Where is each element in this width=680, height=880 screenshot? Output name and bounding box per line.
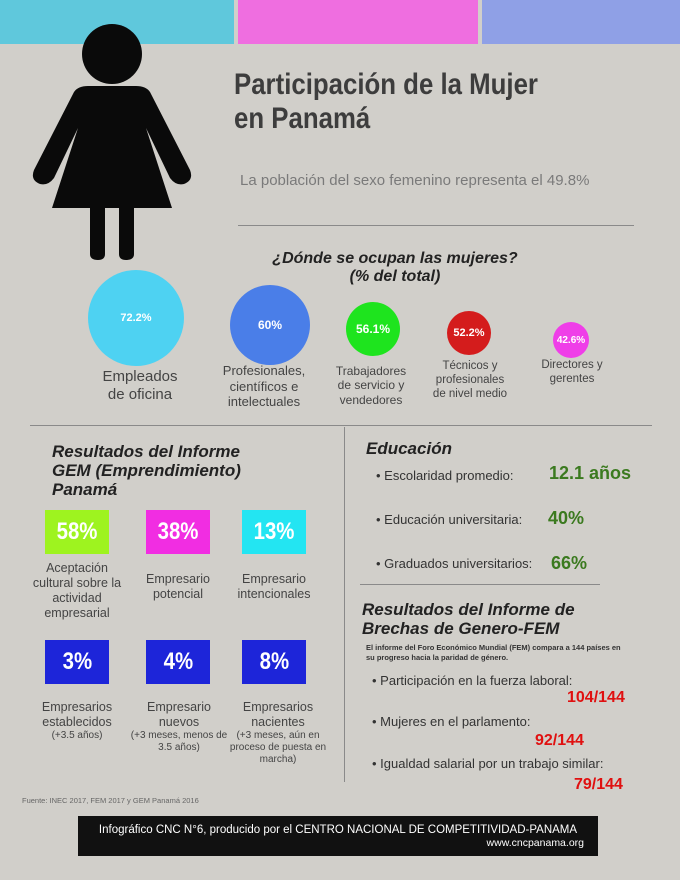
footer-credit: Infográfico CNC N°6, producido por el CE…: [98, 824, 578, 836]
gem-title-line3: Panamá: [52, 480, 118, 499]
occupations-divider: [30, 425, 652, 426]
occupations-title: ¿Dónde se ocupan las mujeres? (% del tot…: [270, 250, 520, 286]
footer-banner: Infográfico CNC N°6, producido por el CE…: [78, 816, 598, 856]
source-note: Fuente: INEC 2017, FEM 2017 y GEM Panamá…: [22, 796, 199, 805]
gem-label-6-main: Empresarios nacientes: [242, 700, 314, 729]
occupation-label-3: Trabajadores de servicio y vendedores: [335, 364, 407, 407]
column-divider: [344, 427, 345, 782]
gem-label-2: Empresario potencial: [146, 572, 210, 601]
fem-title-line2: Brechas de Genero-FEM: [362, 619, 560, 638]
education-value-2: 40%: [548, 508, 585, 528]
page-title: Participación de la Mujer en Panamá: [234, 68, 612, 136]
gem-label-4: Empresarios establecidos (+3.5 años): [30, 700, 124, 742]
gem-value-1: 58%: [56, 518, 98, 545]
gem-label-5: Empresario nuevos (+3 meses, menos de 3.…: [130, 700, 228, 754]
gem-box-1: 58%: [45, 510, 109, 554]
gem-value-3: 13%: [253, 518, 295, 545]
page-subtitle: La población del sexo femenino represent…: [240, 172, 590, 189]
fem-value-2: 92/144: [535, 732, 584, 749]
occupation-label-4: Técnicos y profesionales de nivel medio: [432, 360, 508, 400]
education-item-3: • Graduados universitarios:: [376, 556, 533, 571]
gem-label-3: Empresario intencionales: [237, 572, 311, 601]
gem-box-3: 13%: [242, 510, 306, 554]
education-value-1: 12.1 años: [549, 463, 632, 483]
fem-value-3: 79/144: [574, 776, 623, 793]
education-item-2: • Educación universitaria:: [376, 512, 523, 527]
fem-title: Resultados del Informe de Brechas de Gen…: [362, 600, 575, 638]
gem-box-6: 8%: [242, 640, 306, 684]
gem-label-5-sub: (+3 meses, menos de 3.5 años): [130, 730, 228, 753]
occupation-bubble-1: 72.2%: [88, 270, 184, 366]
occupations-title-line1: ¿Dónde se ocupan las mujeres?: [272, 250, 518, 267]
woman-icon: [32, 24, 192, 260]
education-item-1: • Escolaridad promedio:: [376, 468, 514, 483]
occupations-title-line2: (% del total): [349, 268, 441, 285]
gem-title-line1: Resultados del Informe: [52, 442, 240, 461]
occupation-label-2: Profesionales, científicos e intelectual…: [222, 363, 306, 410]
gem-label-4-main: Empresarios establecidos: [41, 700, 113, 729]
occupation-bubble-3: 56.1%: [346, 302, 400, 356]
fem-item-1: • Participación en la fuerza laboral:: [372, 673, 573, 688]
gem-label-6: Empresarios nacientes (+3 meses, aún en …: [228, 700, 328, 766]
top-bar-pink: [238, 0, 478, 44]
fem-item-2: • Mujeres en el parlamento:: [372, 714, 531, 729]
gem-value-2: 38%: [157, 518, 199, 545]
gem-box-4: 3%: [45, 640, 109, 684]
gem-title-line2: GEM (Emprendimiento): [52, 461, 241, 480]
gem-label-1: Aceptación cultural sobre la actividad e…: [32, 561, 122, 620]
page-title-line2: en Panamá: [234, 102, 371, 135]
gem-value-6: 8%: [259, 648, 289, 675]
gem-value-4: 3%: [62, 648, 92, 675]
education-value-3: 66%: [551, 553, 588, 573]
occupation-value-3: 56.1%: [355, 322, 391, 336]
occupation-label-1: Empleados de oficina: [102, 368, 178, 403]
occupation-value-1: 72.2%: [120, 312, 152, 324]
fem-note: El informe del Foro Económico Mundial (F…: [366, 643, 621, 662]
page-title-line1: Participación de la Mujer: [234, 68, 538, 101]
education-title: Educación: [366, 439, 452, 458]
gem-box-2: 38%: [146, 510, 210, 554]
gem-label-4-sub: (+3.5 años): [51, 730, 103, 741]
occupation-bubble-4: 52.2%: [447, 311, 491, 355]
occupation-value-5: 42.6%: [556, 334, 586, 346]
gem-label-5-main: Empresario nuevos: [147, 700, 211, 729]
footer-url: www.cncpanama.org: [486, 837, 584, 850]
fem-item-3: • Igualdad salarial por un trabajo simil…: [372, 756, 604, 771]
gem-title: Resultados del Informe GEM (Emprendimien…: [52, 442, 241, 499]
header-divider: [238, 225, 634, 226]
gem-value-5: 4%: [163, 648, 193, 675]
occupation-label-5: Directores y gerentes: [541, 359, 603, 385]
fem-value-1: 104/144: [567, 689, 625, 706]
occupation-bubble-2: 60%: [230, 285, 310, 365]
fem-title-line1: Resultados del Informe de: [362, 600, 575, 619]
gem-label-6-sub: (+3 meses, aún en proceso de puesta en m…: [229, 730, 327, 765]
gem-box-5: 4%: [146, 640, 210, 684]
occupation-value-2: 60%: [257, 318, 283, 332]
education-divider: [360, 584, 600, 585]
occupation-value-4: 52.2%: [453, 327, 485, 339]
occupation-bubble-5: 42.6%: [553, 322, 589, 358]
top-bar-blue: [482, 0, 680, 44]
